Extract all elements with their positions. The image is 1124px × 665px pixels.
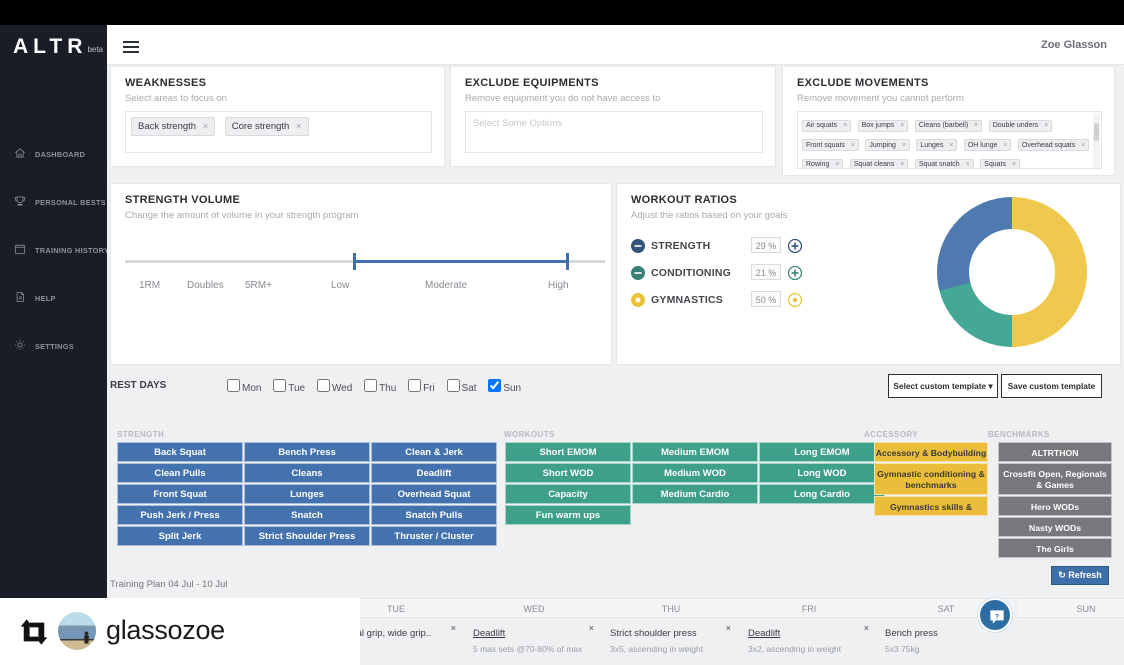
svg-text:?: ? [995, 613, 999, 620]
